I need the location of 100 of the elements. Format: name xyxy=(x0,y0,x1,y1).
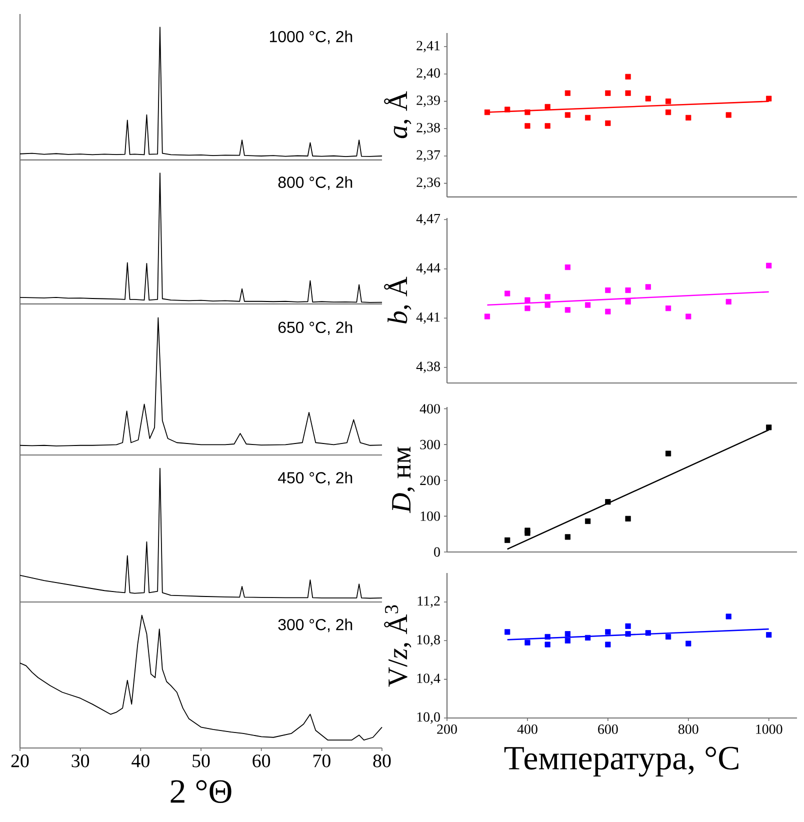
x-tick-label: 60 xyxy=(252,754,270,768)
point xyxy=(524,109,530,116)
y-tick-label: 400 xyxy=(420,404,440,414)
point xyxy=(605,629,611,635)
point xyxy=(564,307,570,313)
x-tick-label: 1000 xyxy=(756,724,782,734)
point xyxy=(544,123,550,129)
x-axis-title: 2 °Θ xyxy=(170,780,232,803)
point xyxy=(625,298,631,305)
annotation: 800 °C, 2h xyxy=(278,176,352,190)
point xyxy=(665,450,672,456)
point xyxy=(625,631,631,637)
point xyxy=(645,630,651,636)
y-tick-label: 10,0 xyxy=(417,712,440,724)
point xyxy=(605,90,611,96)
y-tick-label: 10,4 xyxy=(417,674,440,686)
point xyxy=(726,112,732,118)
x-tick-label: 800 xyxy=(678,724,698,734)
point xyxy=(605,499,611,505)
point xyxy=(605,642,611,648)
point xyxy=(564,112,570,118)
y-tick-label: 200 xyxy=(420,476,440,486)
point xyxy=(564,638,570,644)
point xyxy=(524,297,530,303)
x-tick-label: 80 xyxy=(373,754,391,768)
point xyxy=(524,640,530,646)
y-tick-label: 4,38 xyxy=(416,362,440,374)
y-axis-title: D, нм xyxy=(392,446,415,514)
point xyxy=(625,516,631,522)
point xyxy=(665,98,672,104)
y-axis-title: b, Å xyxy=(384,276,412,324)
y-axis-title: a, Å xyxy=(384,91,412,138)
point xyxy=(605,120,611,126)
y-tick-label: 300 xyxy=(420,440,440,450)
y-tick-label: 2,36 xyxy=(416,178,440,190)
point xyxy=(645,284,651,290)
point xyxy=(544,294,550,300)
x-tick-label: 20 xyxy=(11,754,29,768)
x-tick-label: 600 xyxy=(598,724,618,734)
annotation: 300 °C, 2h xyxy=(278,618,352,632)
point xyxy=(524,305,530,312)
annotation: 1000 °C, 2h xyxy=(270,30,352,44)
point xyxy=(605,308,611,314)
x-tick-label: 40 xyxy=(132,754,150,768)
point xyxy=(564,534,570,540)
y-tick-label: 100 xyxy=(420,511,440,521)
point xyxy=(484,109,490,116)
point xyxy=(665,109,672,116)
y-tick-label: 2,37 xyxy=(416,150,440,162)
point xyxy=(686,314,692,320)
y-tick-label: 2,39 xyxy=(416,96,440,108)
point xyxy=(504,629,510,635)
point xyxy=(766,96,772,102)
y-tick-label: 2,38 xyxy=(416,122,440,134)
point xyxy=(544,642,550,648)
y-tick-label: 11,2 xyxy=(418,596,440,608)
point xyxy=(645,96,651,102)
y-tick-label: 2,41 xyxy=(416,40,440,52)
point xyxy=(524,530,530,536)
point xyxy=(585,518,591,524)
y-tick-label: 4,47 xyxy=(416,214,440,226)
point xyxy=(625,287,631,294)
point xyxy=(585,634,591,641)
x-tick-label: 70 xyxy=(313,754,330,768)
point xyxy=(686,114,692,121)
point xyxy=(544,634,550,640)
point xyxy=(625,623,631,629)
point xyxy=(686,640,692,646)
y-tick-label: 0 xyxy=(434,547,440,557)
point xyxy=(585,302,591,308)
x-tick-label: 200 xyxy=(437,724,457,734)
point xyxy=(726,614,732,620)
point xyxy=(564,90,570,96)
y-axis-title: V/z, Å$^{3}$ xyxy=(384,605,412,687)
y-tick-label: 10,8 xyxy=(417,634,440,646)
point xyxy=(544,302,550,308)
point xyxy=(625,90,631,96)
x-tick-label: 50 xyxy=(192,754,210,768)
point xyxy=(766,262,772,268)
annotation: 650 °C, 2h xyxy=(278,321,352,335)
x-axis-title: Температура, °C xyxy=(504,746,738,777)
point xyxy=(726,298,732,305)
y-tick-label: 4,41 xyxy=(416,312,440,324)
point xyxy=(504,290,510,296)
point xyxy=(504,106,510,112)
point xyxy=(564,264,570,270)
x-tick-label: 30 xyxy=(72,754,90,768)
point xyxy=(605,287,611,294)
point xyxy=(665,634,672,640)
point xyxy=(524,123,530,129)
point xyxy=(766,632,772,638)
x-tick-label: 400 xyxy=(517,724,538,734)
point xyxy=(504,537,510,543)
point xyxy=(564,631,570,637)
point xyxy=(544,104,550,110)
point xyxy=(766,424,772,430)
y-tick-label: 4,44 xyxy=(416,263,440,275)
point xyxy=(585,114,591,121)
y-tick-label: 2,40 xyxy=(416,68,440,80)
annotation: 450 °C, 2h xyxy=(278,472,352,486)
